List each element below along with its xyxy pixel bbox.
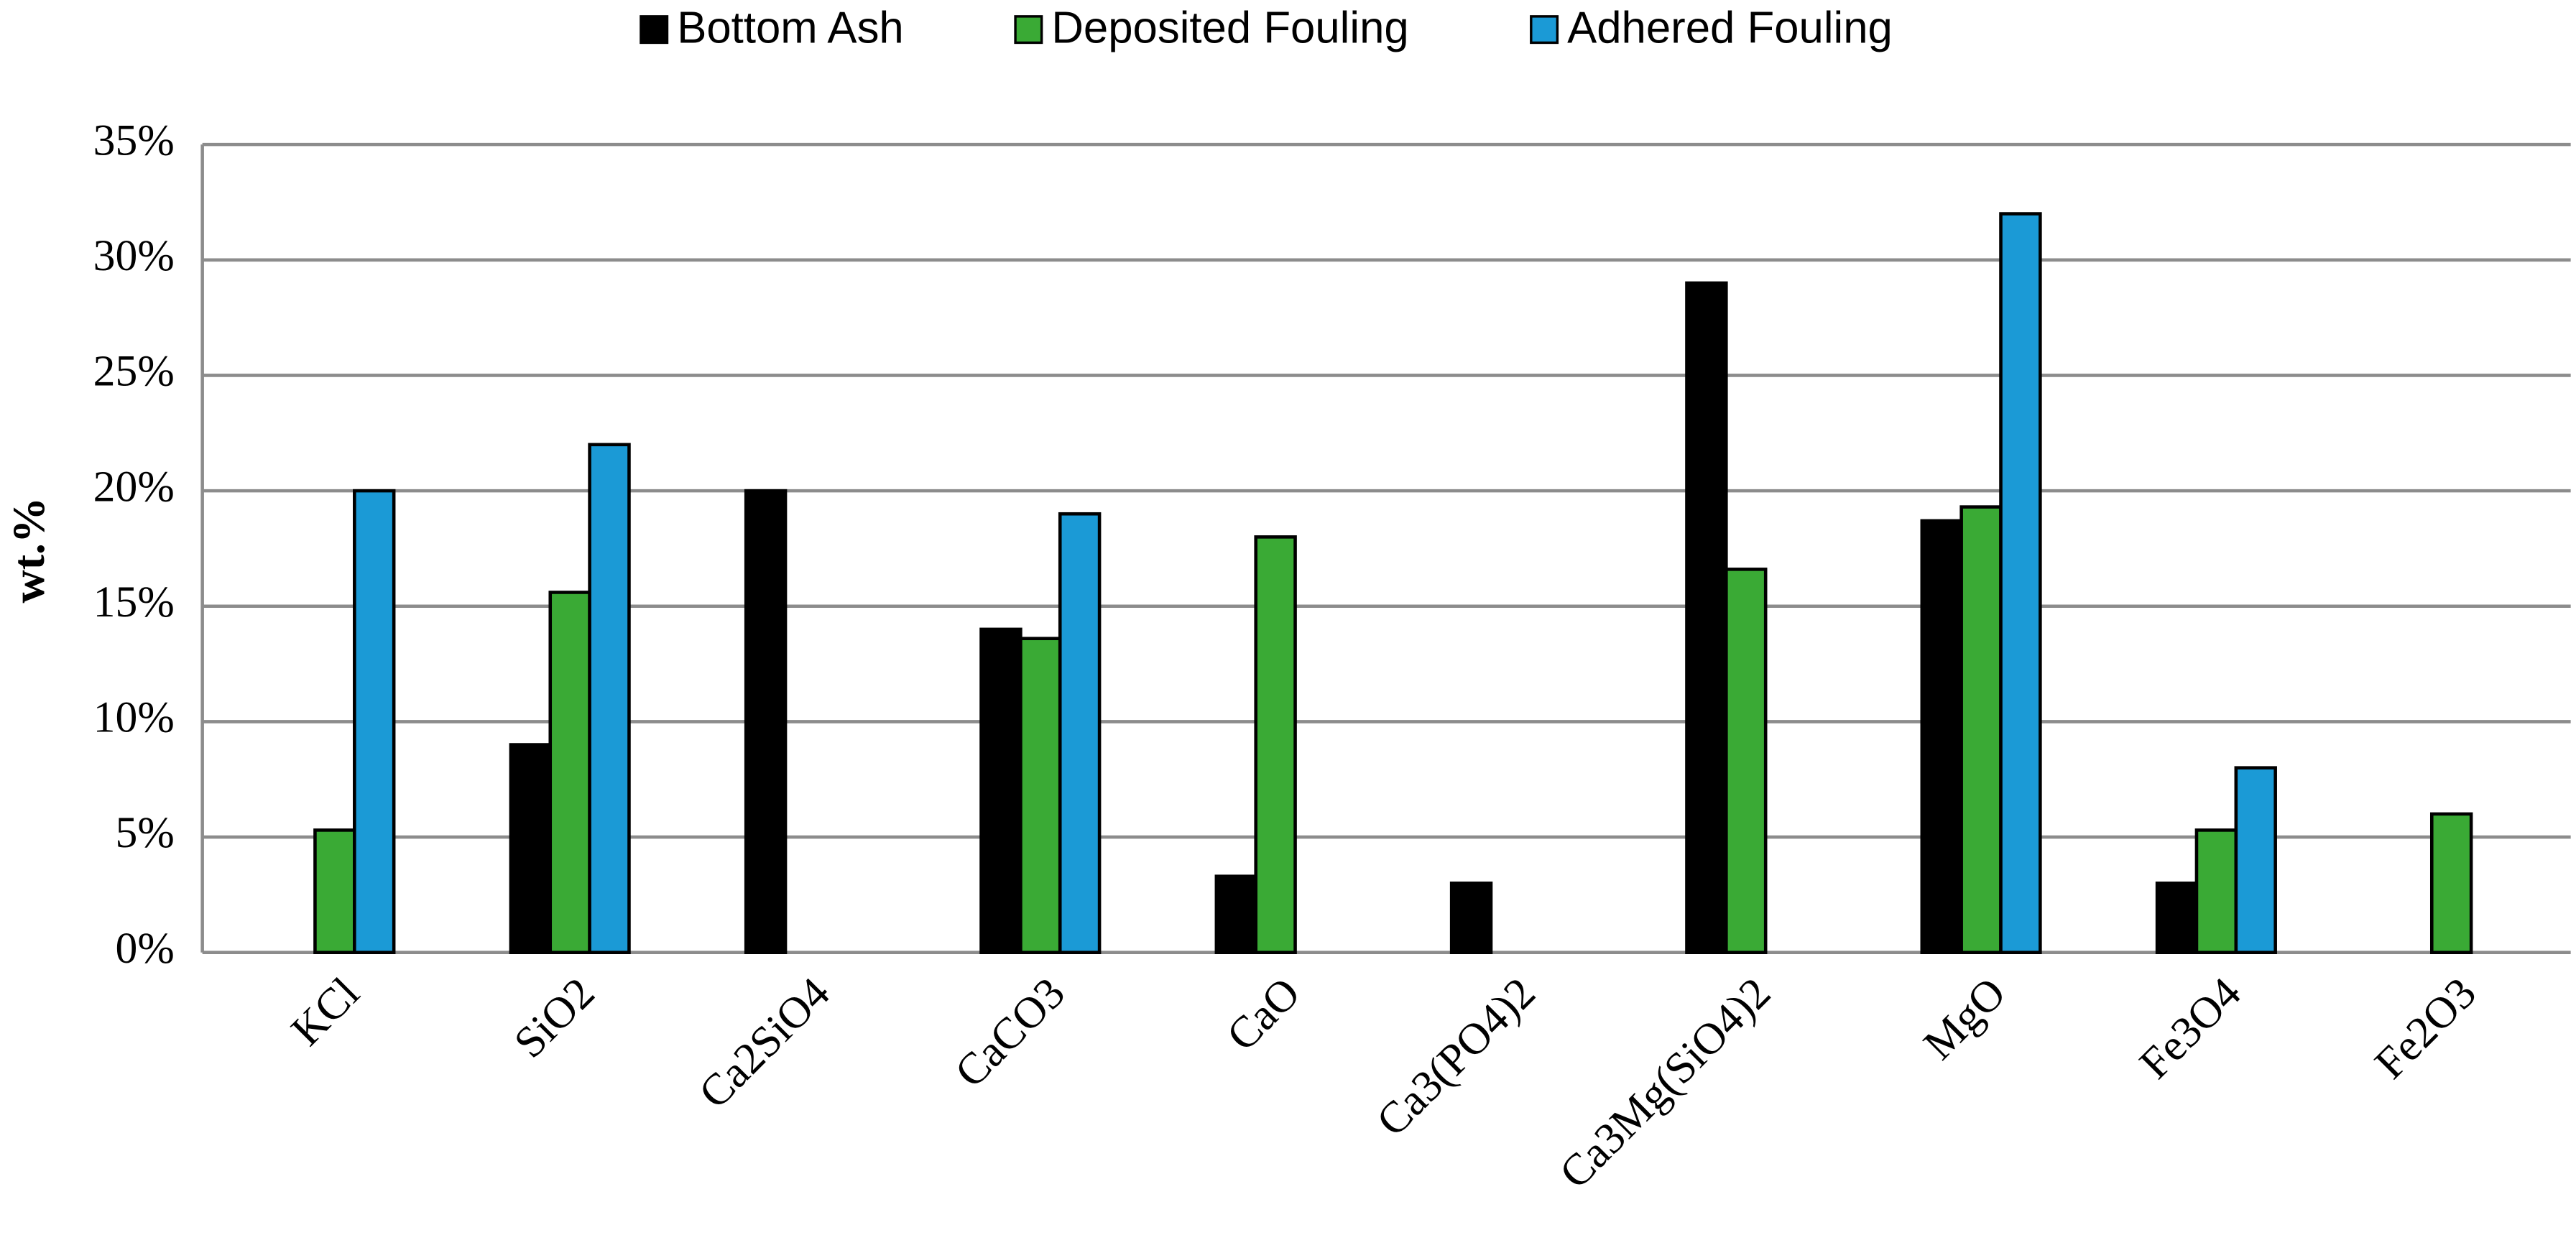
- legend-swatch: [640, 15, 669, 45]
- bar: [1999, 212, 2042, 955]
- y-tick-label: 15%: [93, 578, 175, 626]
- bar: [1019, 637, 1062, 954]
- bar: [979, 627, 1022, 955]
- x-tick-label: CaO: [1217, 968, 1309, 1060]
- bar: [744, 489, 788, 954]
- y-tick-label: 20%: [93, 462, 175, 511]
- y-axis-label: wt.%: [3, 497, 54, 604]
- x-tick-label: Fe3O4: [2130, 968, 2250, 1088]
- y-tick-label: 25%: [93, 347, 175, 396]
- bar: [1254, 535, 1297, 954]
- y-tick-label: 0%: [116, 924, 175, 973]
- bar: [588, 443, 631, 954]
- x-tick-label: Ca3(PO4)2: [1367, 968, 1545, 1146]
- legend-label: Bottom Ash: [677, 4, 904, 53]
- legend-swatch: [1530, 15, 1559, 45]
- bar: [2194, 828, 2238, 954]
- bar: [1214, 874, 1257, 955]
- bar: [509, 743, 553, 954]
- bar: [1959, 505, 2003, 954]
- x-tick-label: Ca2SiO4: [690, 968, 839, 1118]
- x-tick-label: CaCO3: [946, 968, 1074, 1097]
- bar: [2429, 812, 2473, 954]
- bar: [1920, 519, 1963, 954]
- bar: [1685, 281, 1728, 954]
- x-tick-label: Fe2O3: [2365, 968, 2485, 1088]
- x-tick-label: Ca3Mg(SiO4)2: [1551, 968, 1781, 1198]
- y-tick-label: 35%: [93, 116, 175, 165]
- y-tick-label: 30%: [93, 231, 175, 280]
- legend-swatch: [1014, 15, 1043, 45]
- bar: [2234, 766, 2277, 954]
- bar: [313, 828, 356, 954]
- bar: [1725, 568, 1768, 954]
- x-tick-label: MgO: [1914, 968, 2015, 1069]
- x-tick-label: SiO2: [505, 968, 604, 1068]
- x-tick-label: KCl: [282, 968, 369, 1055]
- y-tick-label: 10%: [93, 693, 175, 742]
- bar: [2155, 882, 2199, 954]
- bar: [353, 489, 396, 954]
- legend-label: Adhered Fouling: [1567, 4, 1893, 53]
- y-tick-label: 5%: [116, 808, 175, 857]
- bar: [548, 591, 591, 954]
- bar: [1449, 882, 1493, 954]
- legend-label: Deposited Fouling: [1051, 4, 1408, 53]
- bar: [1058, 512, 1102, 954]
